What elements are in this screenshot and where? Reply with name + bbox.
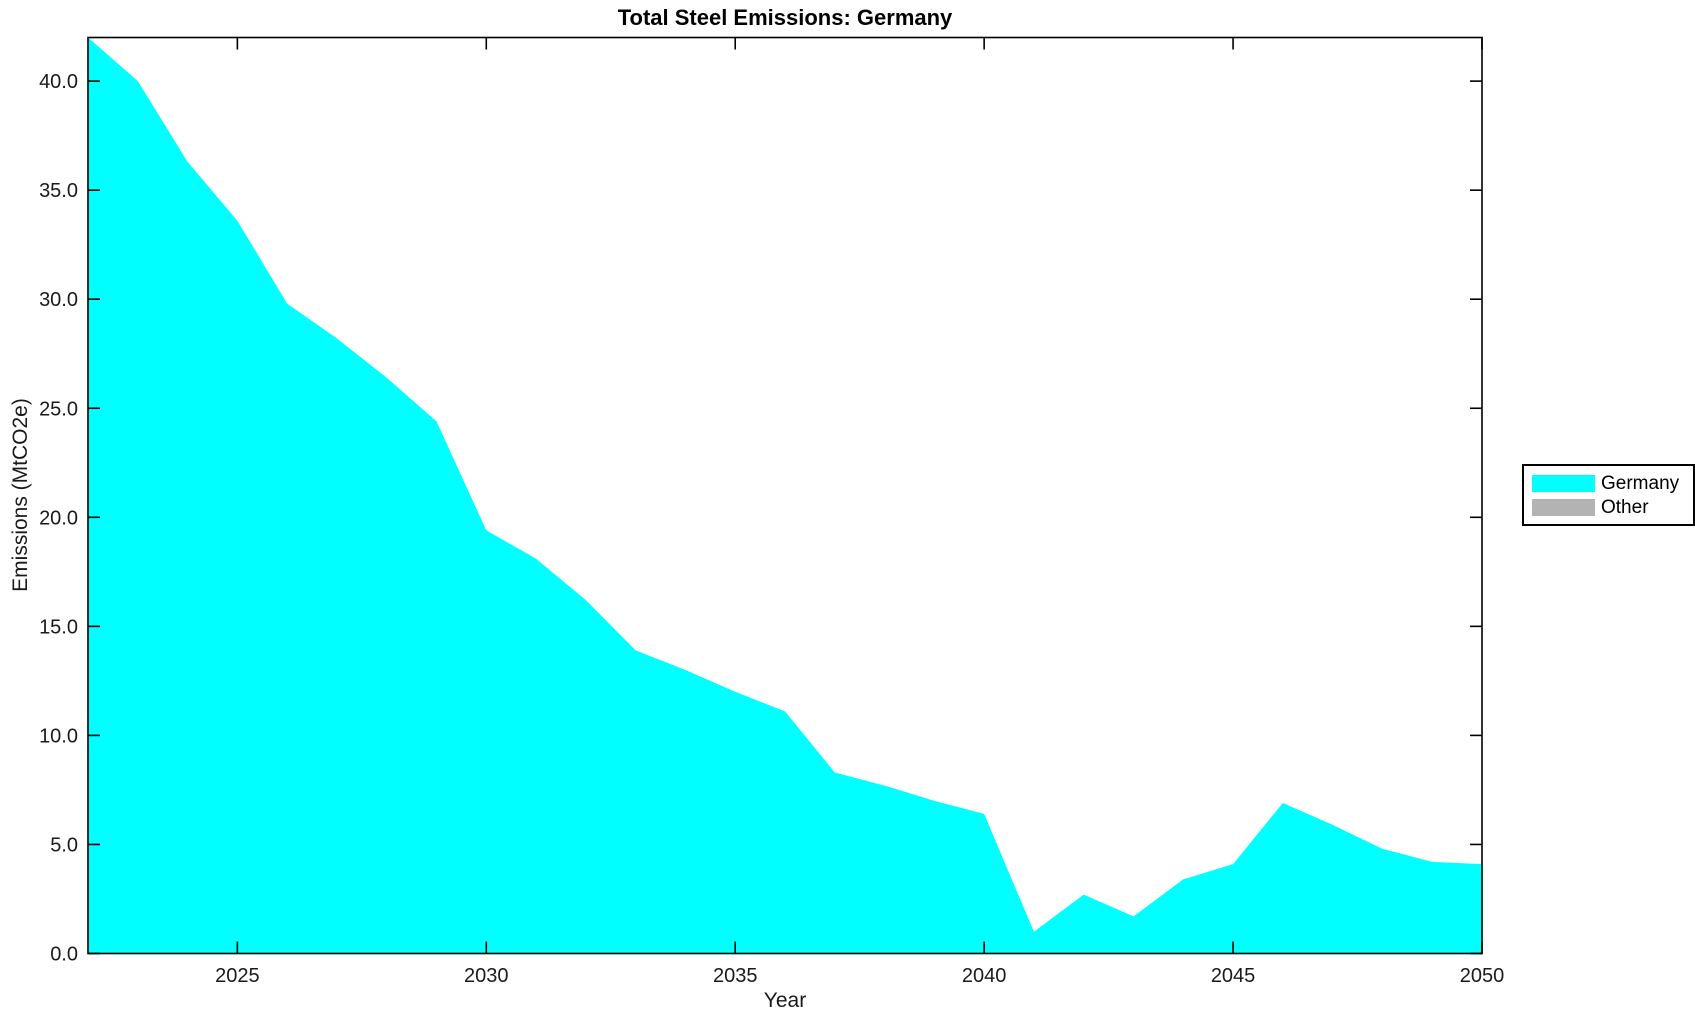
y-tick-label: 35.0 [39, 180, 78, 202]
x-tick-label: 2025 [215, 965, 260, 987]
x-tick-label: 2035 [713, 965, 758, 987]
y-tick-label: 10.0 [39, 725, 78, 747]
x-tick-label: 2050 [1460, 965, 1505, 987]
y-tick-label: 5.0 [50, 834, 78, 856]
y-tick-label: 40.0 [39, 71, 78, 93]
chart-title: Total Steel Emissions: Germany [617, 5, 953, 30]
y-tick-label: 25.0 [39, 398, 78, 420]
y-tick-label: 30.0 [39, 289, 78, 311]
legend-label-germany: Germany [1601, 472, 1680, 494]
y-tick-label: 0.0 [50, 944, 78, 966]
x-axis-label: Year [763, 989, 807, 1012]
y-axis-label: Emissions (MtCO2e) [9, 398, 32, 592]
y-tick-label: 20.0 [39, 507, 78, 529]
legend-item-germany: Germany [1532, 474, 1693, 493]
x-tick-label: 2045 [1211, 965, 1256, 987]
plot-border [87, 36, 1483, 955]
legend-item-other: Other [1532, 498, 1693, 517]
area-germany [88, 37, 1482, 954]
legend: Germany Other [1522, 464, 1695, 526]
x-tick-label: 2040 [962, 965, 1007, 987]
y-tick-label: 15.0 [39, 616, 78, 638]
x-tick-label: 2030 [464, 965, 509, 987]
legend-label-other: Other [1601, 496, 1649, 518]
legend-swatch-other [1532, 498, 1595, 516]
legend-swatch-germany [1532, 474, 1595, 492]
